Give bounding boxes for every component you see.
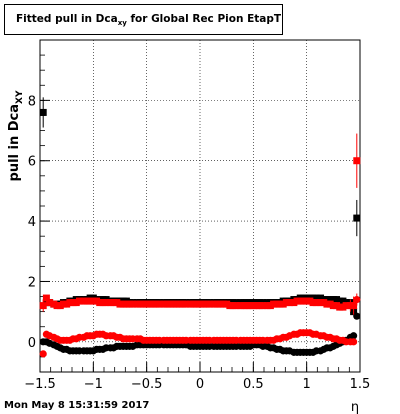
data-point — [312, 299, 320, 307]
data-point — [350, 338, 358, 346]
chart-title-main: Fitted pull in Dca — [16, 13, 118, 25]
chart-title-rest: for Global Rec Pion EtapT — [126, 13, 282, 25]
data-point — [42, 294, 50, 302]
data-point — [353, 157, 361, 165]
x-tick-label: −1 — [84, 377, 103, 392]
x-tick-label: 0 — [196, 377, 204, 392]
y-tick-label: 4 — [28, 215, 36, 230]
data-point — [353, 214, 361, 222]
data-point — [206, 300, 214, 308]
data-point — [259, 302, 267, 310]
grid-lines — [40, 40, 360, 372]
data-series — [39, 97, 361, 358]
x-tick-label: 1 — [303, 377, 311, 392]
red-circle-series — [39, 293, 361, 358]
data-point — [39, 350, 47, 358]
y-tick-label: 0 — [28, 336, 36, 351]
data-point — [129, 300, 137, 308]
data-point — [286, 299, 294, 307]
data-point — [155, 300, 163, 308]
data-point — [46, 299, 54, 307]
chart-title: Fitted pull in Dcaxy for Global Rec Pion… — [4, 4, 283, 35]
y-tick-label: 8 — [28, 94, 36, 109]
data-point — [75, 297, 83, 305]
black-circle-series — [39, 312, 361, 356]
data-point — [350, 302, 358, 310]
data-point — [39, 108, 47, 116]
y-tick-label: 6 — [28, 155, 36, 170]
data-point — [312, 294, 320, 302]
axis-ticks — [39, 39, 361, 373]
data-point — [342, 302, 350, 310]
x-tick-label: 0.5 — [243, 377, 264, 392]
x-axis-label: η — [351, 400, 359, 414]
data-point — [39, 302, 47, 310]
timestamp: Mon May 8 15:31:59 2017 — [4, 400, 150, 411]
chart-title-subscript: xy — [117, 19, 127, 27]
data-point — [353, 295, 361, 304]
tick-labels: −1.5 −1 −0.5 0 0.5 1 1.5 0 2 4 6 8 — [24, 94, 370, 392]
data-point — [350, 332, 358, 340]
data-point — [102, 299, 110, 307]
data-point — [232, 302, 240, 310]
data-point — [182, 300, 190, 308]
red-square-series — [39, 133, 361, 315]
x-tick-label: −1.5 — [24, 377, 56, 392]
y-tick-label: 2 — [28, 275, 36, 290]
y-axis-label: pull in DcaXY — [7, 90, 25, 181]
x-tick-label: 1.5 — [350, 377, 371, 392]
x-tick-label: −0.5 — [131, 377, 163, 392]
